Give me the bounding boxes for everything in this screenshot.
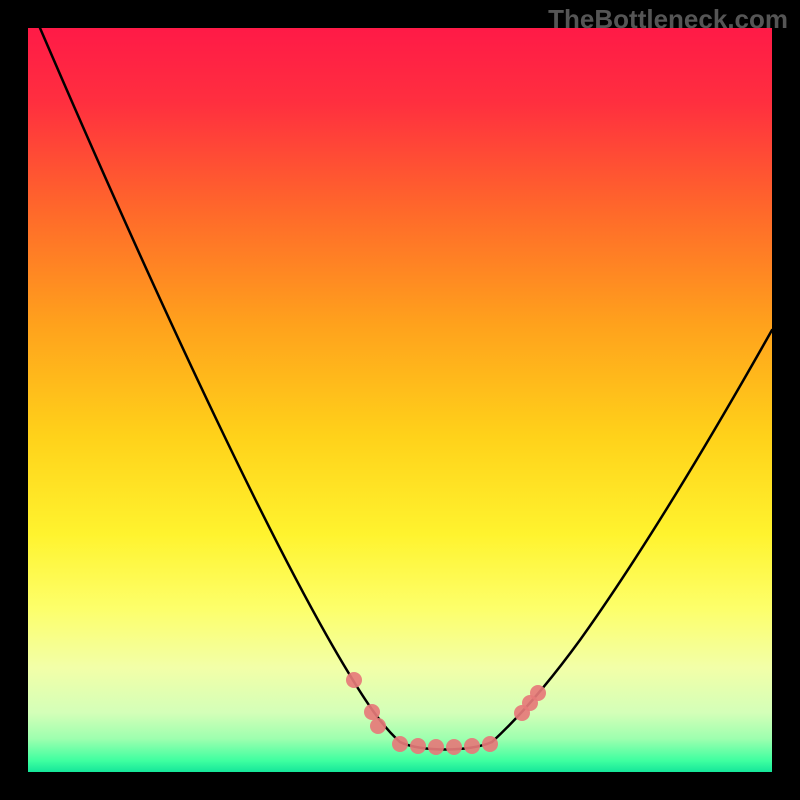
data-marker [370, 718, 386, 734]
data-marker [410, 738, 426, 754]
plot-background [28, 28, 772, 772]
data-marker [482, 736, 498, 752]
data-marker [364, 704, 380, 720]
chart-stage: TheBottleneck.com [0, 0, 800, 800]
data-marker [530, 685, 546, 701]
data-marker [346, 672, 362, 688]
data-marker [464, 738, 480, 754]
watermark-text: TheBottleneck.com [548, 4, 788, 35]
data-marker [392, 736, 408, 752]
chart-svg [0, 0, 800, 800]
data-marker [428, 739, 444, 755]
data-marker [446, 739, 462, 755]
